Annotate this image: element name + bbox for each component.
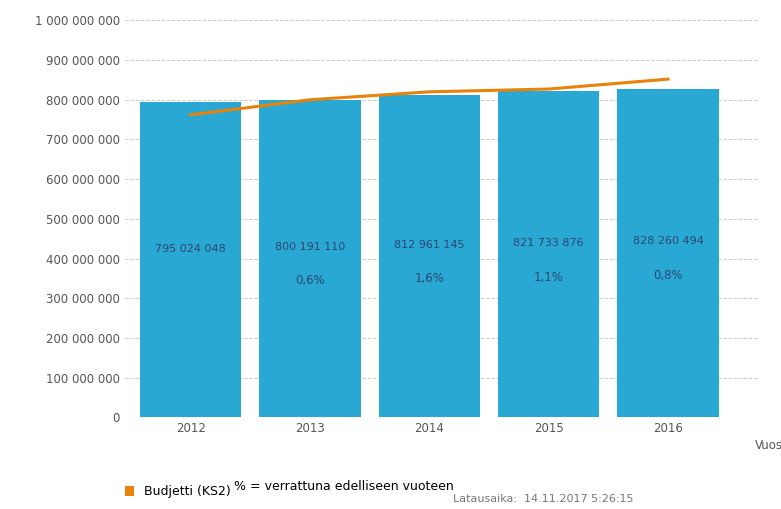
Bar [140, 102, 241, 417]
Text: 1,6%: 1,6% [415, 272, 444, 285]
Text: 0,6%: 0,6% [295, 274, 325, 287]
Bar [379, 95, 480, 417]
Text: 828 260 494: 828 260 494 [633, 237, 704, 246]
Bar [617, 89, 719, 417]
Legend: Budjetti (KS2): Budjetti (KS2) [125, 486, 230, 498]
Text: 800 191 110: 800 191 110 [275, 242, 345, 252]
Bar [259, 100, 361, 417]
Text: 812 961 145: 812 961 145 [394, 240, 465, 250]
Text: 1,1%: 1,1% [533, 271, 564, 284]
X-axis label: Vuosi: Vuosi [754, 439, 781, 452]
Text: 0,8%: 0,8% [653, 269, 683, 282]
Text: Latausaika:  14.11.2017 5:26:15: Latausaika: 14.11.2017 5:26:15 [453, 494, 633, 504]
Bar [498, 91, 599, 417]
Text: % = verrattuna edelliseen vuoteen: % = verrattuna edelliseen vuoteen [234, 479, 454, 493]
Text: 795 024 048: 795 024 048 [155, 243, 226, 253]
Text: 821 733 876: 821 733 876 [513, 238, 584, 248]
